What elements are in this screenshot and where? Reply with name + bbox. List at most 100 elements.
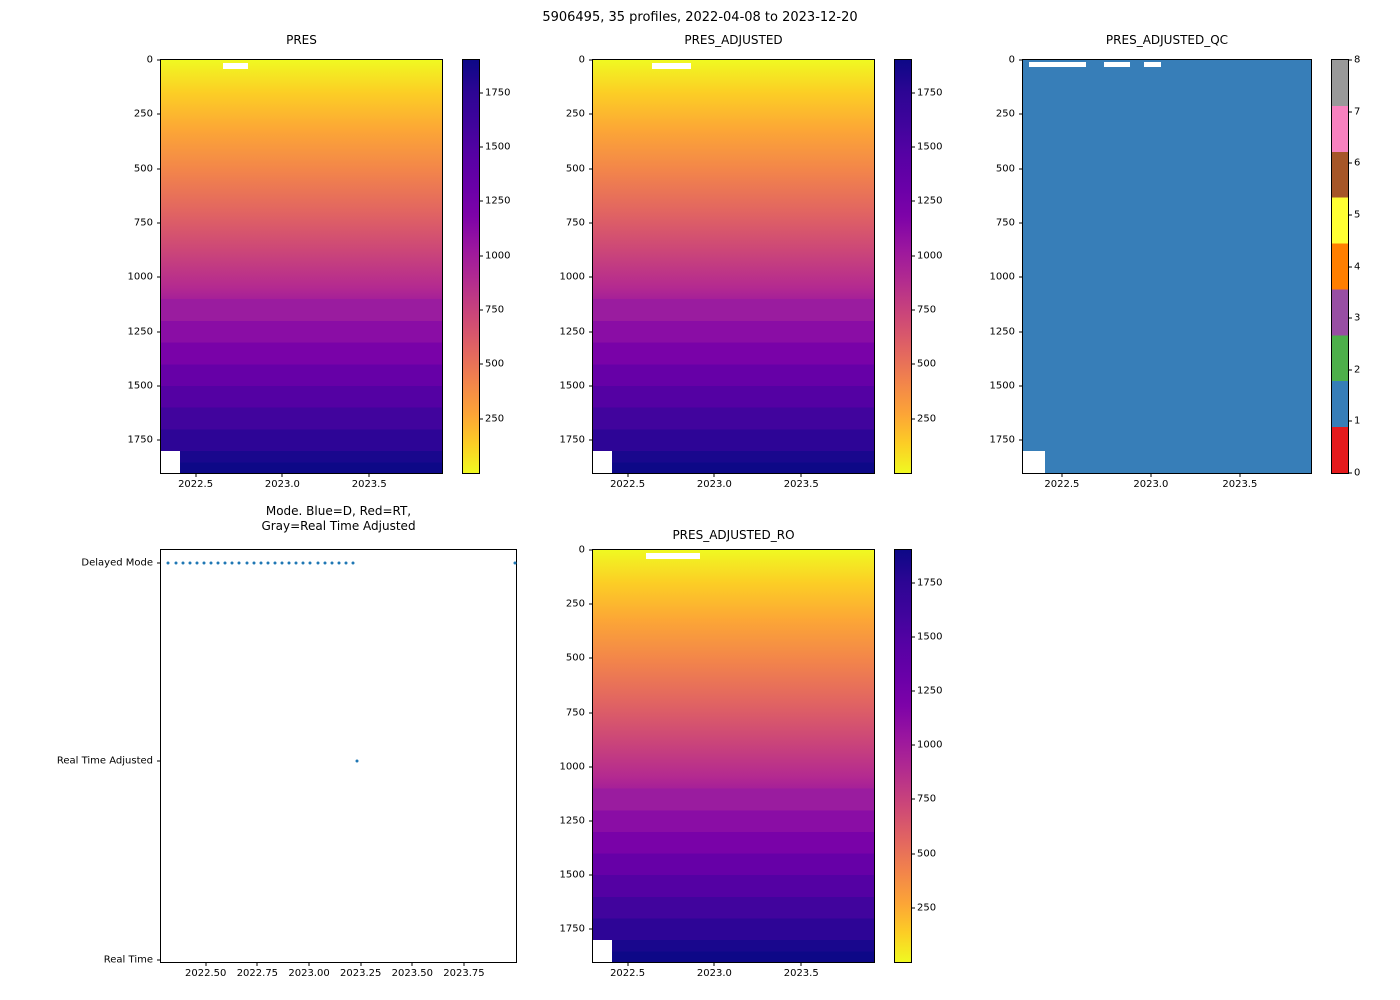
y-tick-label: 250: [133, 108, 153, 120]
colorbar-tick-label: 1500: [917, 631, 943, 643]
mode-data-point: [280, 561, 284, 565]
figure-suptitle: 5906495, 35 profiles, 2022-04-08 to 2023…: [542, 10, 858, 25]
mode-data-point: [301, 561, 305, 565]
tick-mark: [911, 798, 915, 800]
mode-data-point: [316, 561, 320, 565]
y-tick-label: 250: [995, 108, 1015, 120]
y-tick-label: 1750: [989, 434, 1015, 446]
colorbar-tick-label: 1750: [917, 577, 943, 589]
mode-data-point: [273, 561, 277, 565]
mode-data-point: [323, 561, 327, 565]
colorbar-tick-label: 1250: [917, 195, 943, 207]
tick-mark: [368, 473, 370, 477]
tick-mark: [911, 690, 915, 692]
missing-data-gap: [161, 451, 180, 473]
tick-mark: [911, 146, 915, 148]
colorbar-tick-label: 250: [917, 902, 937, 914]
tick-mark: [479, 146, 483, 148]
tick-mark: [360, 962, 362, 966]
colorbar-tick-label: 500: [917, 358, 937, 370]
tick-mark: [713, 962, 715, 966]
tick-mark: [1348, 111, 1352, 113]
y-tick-label: 1000: [989, 271, 1015, 283]
y-tick-label: 1500: [559, 869, 585, 881]
colorbar-tick-label: 1000: [917, 739, 943, 751]
tick-mark: [1061, 473, 1063, 477]
mode-data-point: [245, 561, 249, 565]
mode-title-line1: Mode. Blue=D, Red=RT,: [265, 504, 412, 518]
tick-mark: [1348, 472, 1352, 474]
mode-data-point: [330, 561, 334, 565]
pres-adjusted-qc-heatmap: [1023, 60, 1311, 473]
tick-mark: [479, 363, 483, 365]
pres-colorbar: 1750 1500 1250 1000 750 500 250: [462, 59, 510, 474]
tick-mark: [411, 962, 413, 966]
missing-data-gap: [222, 63, 249, 69]
x-tick-label: 2022.5: [178, 479, 214, 490]
missing-data-gap: [1103, 61, 1130, 68]
tick-mark: [1348, 59, 1352, 61]
mode-data-point: [344, 561, 348, 565]
tick-mark: [479, 309, 483, 311]
colorbar-tick-label: 750: [485, 304, 505, 316]
mode-data-point: [195, 561, 199, 565]
mode-data-point: [202, 561, 206, 565]
tick-mark: [1150, 473, 1152, 477]
x-tick-label: 2022.5: [610, 968, 646, 979]
y-tick-label: 750: [133, 217, 153, 229]
mode-data-point: [181, 561, 185, 565]
mode-data-point: [266, 561, 270, 565]
tick-mark: [911, 309, 915, 311]
tick-mark: [308, 962, 310, 966]
tick-mark: [911, 418, 915, 420]
missing-data-gap: [652, 63, 692, 69]
tick-mark: [627, 962, 629, 966]
tick-mark: [1348, 266, 1352, 267]
y-tick-label: 1250: [559, 815, 585, 827]
x-tick-label: 2022.5: [1044, 479, 1080, 490]
qc-colorbar-ticks: 8 7 6 5 4 3 2 1 0: [1332, 55, 1360, 479]
pres-adjusted-qc-axes: 0 250 500 750 1000 1250 1500 1750 2022.5 2023.0 2…: [990, 55, 1312, 490]
y-tick-label: 500: [995, 163, 1015, 175]
y-tick-label: 250: [565, 598, 585, 610]
mode-data-point: [351, 561, 355, 565]
tick-mark: [1239, 473, 1241, 477]
x-tick-label: 2023.0: [264, 479, 300, 490]
tick-mark: [1348, 214, 1352, 216]
tick-mark: [911, 744, 915, 746]
x-tick-label: 2023.0: [696, 479, 732, 490]
mode-data-point: [166, 561, 170, 565]
colorbar-tick-label: 1750: [485, 87, 511, 99]
x-tick-label: 2023.50: [391, 968, 434, 979]
colorbar-tick-label: 5: [1354, 209, 1361, 221]
pres-adjusted-ro-colorbar-ticks: 1750 1500 1250 1000 750 500 250: [895, 550, 942, 962]
y-tick-label: 0: [146, 54, 153, 66]
tick-mark: [800, 962, 802, 966]
x-tick-label: 2023.75: [443, 968, 485, 979]
pres-heatmap: [161, 60, 442, 473]
tick-mark: [479, 92, 483, 94]
tick-mark: [1348, 162, 1352, 164]
y-tick-label: 500: [133, 163, 153, 175]
colorbar-tick-label: 750: [917, 304, 937, 316]
mode-data-point: [188, 561, 192, 565]
x-tick-label: 2023.5: [783, 479, 819, 490]
qc-colorbar: 8 7 6 5 4 3 2 1 0: [1331, 55, 1360, 479]
mode-data-point: [287, 561, 291, 565]
tick-mark: [205, 962, 207, 966]
tick-mark: [911, 907, 915, 909]
y-tick-label: 1500: [127, 380, 153, 392]
y-tick-label: 1750: [559, 434, 585, 446]
y-tick-label: 1500: [989, 380, 1015, 392]
y-tick-label: 0: [1008, 54, 1015, 66]
y-tick-label: 250: [565, 108, 585, 120]
tick-mark: [911, 582, 915, 584]
tick-mark: [911, 853, 915, 855]
missing-data-gap: [1023, 451, 1045, 473]
x-tick-label: 2023.5: [783, 968, 819, 979]
mode-data-point: [308, 561, 312, 565]
tick-mark: [911, 636, 915, 638]
tick-mark: [911, 200, 915, 202]
missing-data-gap: [1028, 61, 1087, 68]
